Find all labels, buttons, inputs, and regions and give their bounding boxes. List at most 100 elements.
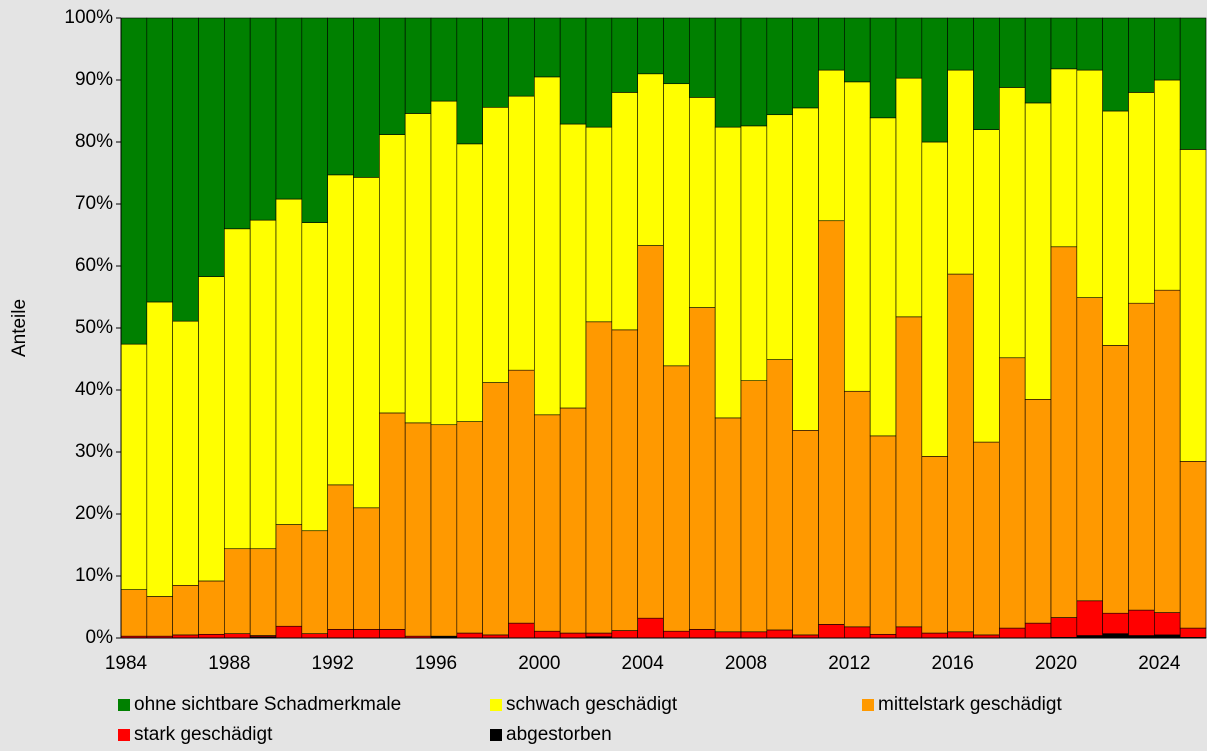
bar-segment	[818, 624, 845, 639]
bar-segment	[301, 222, 328, 532]
legend-label: schwach geschädigt	[506, 694, 678, 715]
bar-segment	[1024, 622, 1052, 639]
bar-segment	[818, 17, 845, 71]
bar-segment	[301, 530, 328, 634]
bar-segment	[611, 329, 638, 631]
bar-segment	[120, 589, 148, 637]
x-tick-label: 2004	[622, 653, 665, 674]
bar-segment	[1128, 609, 1155, 636]
x-tick-label: 1984	[105, 653, 148, 674]
bar-segment	[301, 17, 328, 223]
bar-segment	[895, 626, 923, 639]
bar-segment	[766, 629, 793, 639]
bar-segment	[766, 359, 793, 631]
bar-segment	[1154, 612, 1181, 636]
bar-segment	[379, 412, 406, 630]
bar-segment	[146, 301, 173, 597]
bar-segment	[921, 632, 948, 639]
bar-segment	[585, 632, 613, 638]
bar-segment	[714, 417, 742, 633]
bar-segment	[1102, 110, 1129, 346]
bar-segment	[1179, 17, 1207, 150]
bar-segment	[559, 632, 587, 639]
bar-segment	[1050, 246, 1078, 618]
y-tick-label: 20%	[75, 503, 113, 524]
bar-segment	[353, 177, 380, 509]
bar-segment	[430, 424, 458, 637]
x-tick-label: 2008	[725, 653, 767, 674]
legend-label: ohne sichtbare Schadmerkmale	[134, 694, 401, 715]
legend-swatch	[862, 699, 874, 711]
bar-segment	[740, 125, 768, 382]
bar-segment	[327, 484, 354, 630]
bar-segment	[379, 629, 406, 639]
bar-segment	[818, 220, 845, 625]
x-tick-label: 2020	[1035, 653, 1077, 674]
bar-segment	[818, 69, 845, 222]
bar-segment	[327, 629, 354, 639]
bar-segment	[611, 630, 638, 639]
bar-segment	[714, 126, 742, 419]
bar-segment	[947, 631, 974, 639]
bar-segment	[1024, 398, 1052, 624]
bar-segment	[844, 390, 871, 628]
bar-segment	[456, 143, 483, 422]
bar-segment	[1050, 17, 1078, 70]
bar-segment	[456, 17, 483, 145]
bar-segment	[198, 633, 225, 639]
bar-segment	[1102, 612, 1129, 634]
bar-segment	[611, 92, 638, 331]
bar-segment	[637, 245, 664, 619]
bar-segment	[172, 584, 199, 636]
bar-segment	[430, 100, 458, 426]
bar-segment	[120, 17, 148, 345]
bar-segment	[198, 276, 225, 582]
bar-segment	[844, 626, 871, 639]
bar-segment	[1102, 345, 1129, 614]
bar-segment	[947, 273, 974, 633]
bar-segment	[224, 548, 251, 634]
y-tick-label: 100%	[64, 7, 113, 28]
y-tick-label: 0%	[86, 627, 114, 648]
bar-segment	[637, 73, 664, 246]
bar-segment	[146, 596, 173, 637]
bar-segment	[1154, 79, 1181, 291]
bar-segment	[120, 343, 148, 590]
bar-segment	[327, 17, 354, 176]
y-tick-label: 10%	[75, 565, 113, 586]
bar-segment	[172, 320, 199, 586]
bar-segment	[404, 17, 432, 114]
bar-segment	[999, 627, 1026, 639]
bar-segment	[534, 17, 561, 78]
bar-segment	[482, 106, 509, 383]
x-tick-label: 2012	[828, 653, 870, 674]
bar-segment	[172, 17, 199, 322]
y-tick-label: 60%	[75, 255, 113, 276]
x-tick-label: 1992	[312, 653, 354, 674]
bar-segment	[198, 17, 225, 277]
legend-label: abgestorben	[506, 724, 612, 745]
y-tick-label: 50%	[75, 317, 113, 338]
bar-segment	[456, 421, 483, 634]
bar-segment	[714, 17, 742, 128]
bar-segment	[198, 580, 225, 635]
bar-segment	[1128, 92, 1155, 304]
legend-swatch	[118, 699, 130, 711]
legend-label: stark geschädigt	[134, 724, 273, 745]
y-tick-label: 30%	[75, 441, 113, 462]
bar-segment	[792, 107, 819, 431]
bar-segment	[353, 17, 380, 178]
bar-segment	[947, 17, 974, 71]
bar-segment	[844, 17, 871, 83]
bar-segment	[1076, 17, 1103, 71]
bar-segment	[585, 126, 613, 323]
bar-segment	[663, 365, 690, 632]
bar-segment	[1102, 633, 1129, 639]
bar-segment	[611, 17, 638, 93]
bar-segment	[508, 622, 535, 639]
bar-segment	[275, 524, 303, 627]
bar-segment	[999, 17, 1026, 88]
bar-segment	[404, 113, 432, 424]
bar-segment	[947, 69, 974, 275]
